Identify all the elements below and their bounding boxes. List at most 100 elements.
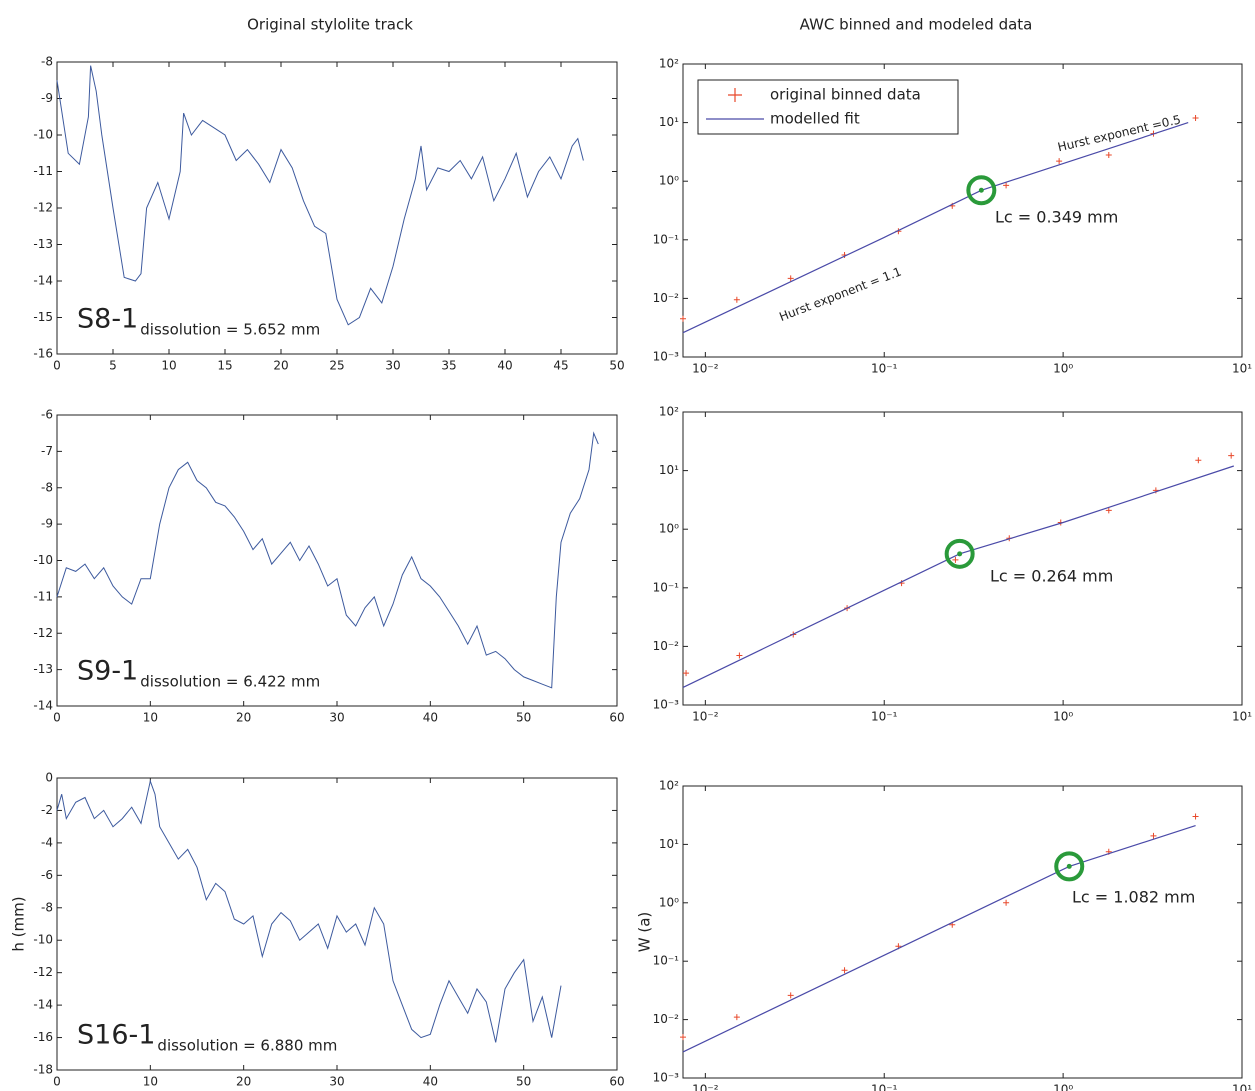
y-tick-label: -12 <box>33 626 53 640</box>
y-tick-label: -14 <box>33 274 53 288</box>
y-tick-label: 10¹ <box>659 463 679 477</box>
y-tick-label: 10⁰ <box>659 174 679 188</box>
column-title: Original stylolite track <box>247 16 413 34</box>
y-tick-label: -8 <box>41 900 53 914</box>
data-point <box>1192 114 1199 121</box>
y-tick-label: 10² <box>659 779 679 793</box>
x-tick-label: 10⁻¹ <box>871 1083 898 1091</box>
x-tick-label: 25 <box>329 359 344 373</box>
x-tick-label: 20 <box>236 1075 251 1089</box>
lc-point <box>978 187 984 193</box>
data-point <box>680 1034 686 1041</box>
y-tick-label: -6 <box>41 408 53 422</box>
x-tick-label: 0 <box>53 1075 61 1089</box>
data-point <box>787 992 794 999</box>
y-tick-label: 10¹ <box>659 837 679 851</box>
y-tick-label: -14 <box>33 998 53 1012</box>
x-tick-label: 10 <box>143 1075 158 1089</box>
x-tick-label: 10 <box>143 711 158 725</box>
x-tick-label: 10⁻¹ <box>871 362 898 376</box>
data-point <box>1105 507 1112 514</box>
x-tick-label: 10¹ <box>1232 1083 1252 1091</box>
y-tick-label: -9 <box>41 91 53 105</box>
lc-circle <box>1054 851 1085 882</box>
y-tick-label: -8 <box>41 480 53 494</box>
x-tick-label: 30 <box>329 711 344 725</box>
x-tick-label: 40 <box>497 359 512 373</box>
x-tick-label: 10⁰ <box>1053 1083 1073 1091</box>
y-tick-label: 10⁻² <box>653 639 680 653</box>
y-tick-label: 10⁰ <box>659 522 679 536</box>
legend-label: original binned data <box>770 86 921 104</box>
x-tick-label: 50 <box>516 711 531 725</box>
x-tick-label: 35 <box>441 359 456 373</box>
y-tick-label: 10⁻² <box>653 1012 680 1026</box>
data-point <box>787 275 794 282</box>
sample-label: S9-1 <box>77 656 138 687</box>
fit-line <box>682 465 1234 688</box>
y-tick-label: -6 <box>41 868 53 882</box>
x-tick-label: 0 <box>53 711 61 725</box>
y-tick-label: -2 <box>41 803 53 817</box>
data-point <box>736 652 743 659</box>
plot-frame <box>56 61 618 355</box>
x-tick-label: 50 <box>516 1075 531 1089</box>
plot-frame <box>56 414 618 707</box>
sample-label: S16-1 <box>77 1020 155 1051</box>
x-tick-label: 40 <box>423 711 438 725</box>
x-tick-label: 60 <box>609 1075 624 1089</box>
sample-label: S8-1 <box>77 304 138 335</box>
x-tick-label: 20 <box>273 359 288 373</box>
y-axis-label: W (a) <box>636 912 654 953</box>
legend-marker <box>728 88 742 102</box>
hurst-annotation: Hurst exponent =0.5 <box>1056 112 1182 154</box>
sample-label-sub: dissolution = 6.880 mm <box>157 1037 337 1055</box>
plot-frame <box>682 63 1243 358</box>
lc-label: Lc = 0.264 mm <box>990 567 1113 586</box>
y-tick-label: -16 <box>33 347 53 361</box>
data-point <box>680 315 686 322</box>
x-tick-label: 10¹ <box>1232 362 1252 376</box>
y-tick-label: 10⁻³ <box>653 698 680 712</box>
data-point <box>952 556 959 563</box>
y-tick-label: -4 <box>41 835 53 849</box>
plot-frame <box>682 411 1243 706</box>
x-tick-label: 30 <box>385 359 400 373</box>
legend-label: modelled fit <box>770 110 860 128</box>
y-tick-label: -16 <box>33 1030 53 1044</box>
x-tick-label: 10¹ <box>1232 710 1252 724</box>
data-point <box>1150 832 1157 839</box>
fit-line <box>682 825 1196 1053</box>
lc-label: Lc = 0.349 mm <box>995 208 1118 227</box>
fit-line <box>682 122 1189 334</box>
y-tick-label: -8 <box>41 55 53 69</box>
y-tick-label: 10⁻¹ <box>653 232 680 246</box>
y-tick-label: -9 <box>41 517 53 531</box>
y-tick-label: -10 <box>33 553 53 567</box>
plot-frame <box>682 785 1243 1079</box>
x-tick-label: 10⁰ <box>1053 362 1073 376</box>
y-tick-label: -7 <box>41 444 53 458</box>
y-tick-label: 10⁻¹ <box>653 580 680 594</box>
x-tick-label: 10⁻² <box>692 362 719 376</box>
y-tick-label: 10² <box>659 57 679 71</box>
y-tick-label: 10² <box>659 405 679 419</box>
y-tick-label: -13 <box>33 237 53 251</box>
y-tick-label: 10⁻³ <box>653 1071 680 1085</box>
data-point <box>1003 899 1010 906</box>
data-point <box>1192 813 1199 820</box>
x-tick-label: 45 <box>553 359 568 373</box>
x-tick-label: 0 <box>53 359 61 373</box>
y-tick-label: -12 <box>33 965 53 979</box>
legend-box <box>697 79 959 135</box>
y-tick-label: 10¹ <box>659 115 679 129</box>
lc-point <box>1066 863 1072 869</box>
x-tick-label: 60 <box>609 711 624 725</box>
x-tick-label: 15 <box>217 359 232 373</box>
lc-point <box>957 551 963 557</box>
track-line <box>56 431 599 689</box>
y-tick-label: -13 <box>33 662 53 676</box>
data-point <box>733 1014 740 1021</box>
